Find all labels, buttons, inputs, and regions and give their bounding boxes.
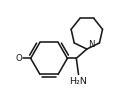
Text: H₂N: H₂N bbox=[69, 77, 87, 86]
Text: N: N bbox=[88, 40, 94, 48]
Text: O: O bbox=[16, 54, 23, 63]
